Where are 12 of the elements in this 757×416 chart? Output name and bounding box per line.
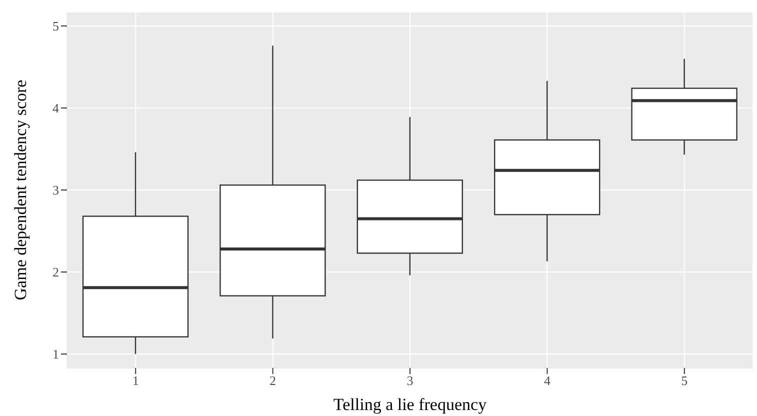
y-tick-label: 1 — [52, 346, 59, 362]
x-axis-title: Telling a lie frequency — [333, 395, 488, 414]
y-tick-label: 4 — [52, 100, 60, 116]
y-tick-label: 3 — [52, 182, 59, 198]
x-tick-label: 2 — [270, 373, 276, 388]
y-axis-title: Game dependent tendency score — [11, 80, 30, 300]
x-tick-label: 5 — [681, 373, 688, 388]
x-tick-label: 3 — [406, 373, 414, 388]
x-tick-label: 1 — [132, 373, 139, 388]
y-tick-label: 5 — [52, 18, 59, 34]
x-tick-label: 4 — [544, 373, 551, 388]
y-tick-label: 2 — [52, 264, 59, 280]
